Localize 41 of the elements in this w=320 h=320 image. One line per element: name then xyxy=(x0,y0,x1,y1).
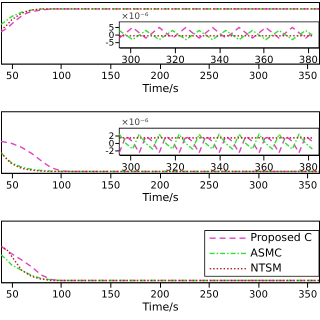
x-tick-label: 340 xyxy=(210,55,230,66)
x-tick-label: 150 xyxy=(101,70,120,82)
x-axis-title: Time/s xyxy=(141,82,179,95)
x-tick-label: 300 xyxy=(121,162,140,174)
x-tick-label: 100 xyxy=(52,290,72,301)
y-tick-label: -2 xyxy=(105,146,114,157)
x-tick-label: 350 xyxy=(298,70,318,82)
y-tick-label: -5 xyxy=(105,38,114,49)
x-tick-label: 350 xyxy=(298,180,318,192)
x-tick-label: 380 xyxy=(298,162,318,174)
x-tick-label: 250 xyxy=(200,70,219,82)
x-axis-title: Time/s xyxy=(141,300,179,314)
x-tick-label: 360 xyxy=(254,162,274,174)
annotation: ×10⁻⁶ xyxy=(121,12,149,22)
x-tick-label: 320 xyxy=(166,55,185,66)
x-tick-label: 50 xyxy=(6,180,19,192)
x-tick-label: 350 xyxy=(298,290,318,301)
x-tick-label: 300 xyxy=(248,180,268,192)
x-tick-label: 50 xyxy=(6,70,19,82)
x-tick-label: 360 xyxy=(254,55,274,66)
legend-label: NTSM xyxy=(250,262,282,275)
x-tick-label: 380 xyxy=(298,55,318,66)
x-tick-label: 200 xyxy=(150,180,170,192)
x-tick-label: 250 xyxy=(200,180,219,192)
x-tick-label: 340 xyxy=(210,162,230,174)
x-tick-label: 100 xyxy=(52,180,72,192)
legend-label: ASMC xyxy=(250,246,282,260)
x-tick-label: 200 xyxy=(150,70,170,82)
x-tick-label: 300 xyxy=(121,55,140,66)
x-tick-label: 100 xyxy=(52,70,72,82)
x-axis-title: Time/s xyxy=(141,191,179,204)
x-tick-label: 50 xyxy=(6,290,19,301)
x-tick-label: 200 xyxy=(150,290,170,301)
x-tick-label: 250 xyxy=(200,290,219,301)
legend-label: Proposed C xyxy=(250,231,312,244)
x-tick-label: 300 xyxy=(248,70,268,82)
x-tick-label: 150 xyxy=(101,290,120,301)
annotation: ×10⁻⁶ xyxy=(121,118,149,128)
x-tick-label: 300 xyxy=(248,290,268,301)
x-tick-label: 150 xyxy=(101,180,120,192)
x-tick-label: 320 xyxy=(166,162,185,174)
